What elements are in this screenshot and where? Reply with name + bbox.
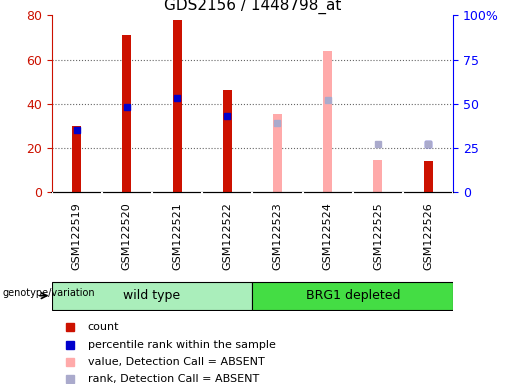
Text: GSM122519: GSM122519	[72, 202, 81, 270]
Bar	[72, 126, 81, 192]
Bar	[273, 114, 282, 192]
Text: GSM122522: GSM122522	[222, 202, 232, 270]
Text: GSM122525: GSM122525	[373, 202, 383, 270]
Text: GSM122520: GSM122520	[122, 202, 132, 270]
Bar	[122, 35, 131, 192]
Text: GSM122523: GSM122523	[272, 202, 282, 270]
Bar	[423, 161, 433, 192]
Bar	[323, 51, 332, 192]
Text: count: count	[88, 322, 119, 332]
Text: value, Detection Call = ABSENT: value, Detection Call = ABSENT	[88, 357, 265, 367]
Text: GSM122521: GSM122521	[172, 202, 182, 270]
FancyBboxPatch shape	[52, 282, 252, 310]
Title: GDS2156 / 1448798_at: GDS2156 / 1448798_at	[164, 0, 341, 14]
FancyBboxPatch shape	[252, 282, 453, 310]
Bar	[373, 160, 383, 192]
Text: percentile rank within the sample: percentile rank within the sample	[88, 339, 276, 349]
Text: GSM122526: GSM122526	[423, 202, 433, 270]
Bar	[173, 20, 182, 192]
Text: wild type: wild type	[124, 288, 180, 301]
Text: genotype/variation: genotype/variation	[3, 288, 95, 298]
Text: rank, Detection Call = ABSENT: rank, Detection Call = ABSENT	[88, 374, 259, 384]
Text: BRG1 depleted: BRG1 depleted	[305, 288, 400, 301]
Text: GSM122524: GSM122524	[323, 202, 333, 270]
Bar	[222, 91, 232, 192]
